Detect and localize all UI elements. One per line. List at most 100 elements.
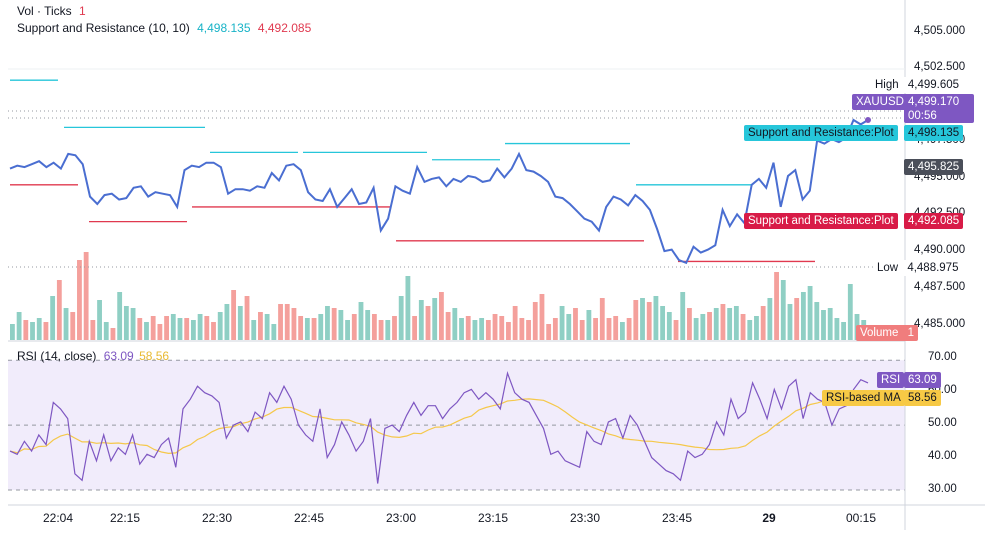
volume-bar [204,316,210,340]
volume-bar [365,310,371,340]
volume-bar [519,318,525,340]
rsi-tick: 40.00 [928,450,957,462]
volume-bar [512,306,518,340]
volume-bar [479,318,485,340]
time-label: 22:15 [109,511,141,525]
sr-support-value-tag: 4,492.085 [904,213,964,229]
volume-bar [619,322,625,340]
volume-bar [278,304,283,340]
rsi-pane [8,359,905,491]
volume-bar [459,318,464,340]
rsi-legend[interactable]: RSI (14, close) 63.09 58.56 [17,349,173,363]
volume-bar [345,320,350,340]
volume-bar [231,290,237,340]
volume-bar [653,296,659,340]
volume-bar [680,292,686,340]
sr-support-plot-tag: Support and Resistance:Plot [744,213,898,229]
volume-bar [747,320,753,340]
volume-bar [150,316,156,340]
time-label: 22:30 [201,511,233,525]
volume-bar [439,292,444,340]
volume-bar [526,320,531,340]
volume-bar [123,306,129,340]
time-label: 22:04 [42,511,74,525]
price-tick: 4,490.000 [914,244,966,256]
rsi-line [9,371,869,484]
volume-bar [787,304,793,340]
volume-bars-layer [10,252,867,340]
rsi-tag: RSI [877,372,905,388]
low-label: Low [877,262,899,274]
sr-legend-resistance: 4,498.135 [197,21,251,35]
volume-bar [237,306,243,340]
volume-bar [36,318,42,340]
volume-bar [606,318,612,340]
rsi-legend-label: RSI (14, close) [17,349,97,363]
volume-bar [56,280,62,340]
volume-bar [10,324,15,340]
volume-tag-value: 1 [907,327,914,339]
volume-bar [720,304,726,340]
volume-bar [821,310,826,340]
volume-bar [197,314,203,340]
volume-bar [727,308,733,340]
last-price-dot [865,116,871,123]
volume-legend[interactable]: Vol · Ticks 1 [17,4,90,18]
price-tick: 4,485.000 [914,318,966,330]
volume-bar [700,314,706,340]
volume-bar [633,300,639,340]
volume-bar [90,320,96,340]
volume-bar [358,302,364,340]
volume-tag: Volume 1 [856,325,918,341]
volume-bar [847,284,853,340]
volume-bar [767,298,773,340]
volume-bar [117,292,123,340]
volume-bar [217,312,223,340]
volume-bar [177,318,183,340]
volume-bar [539,294,545,340]
volume-bar [713,308,719,340]
rsi-ma-value-tag: 58.56 [904,390,941,406]
volume-bar [593,318,598,340]
sr-resistance-value-tag: 4,498.135 [904,125,964,141]
time-label: 00:15 [845,511,877,525]
volume-bar [298,316,304,340]
volume-bar [164,316,169,340]
time-label: 23:00 [385,511,417,525]
volume-bar [472,320,478,340]
volume-bar [97,300,102,340]
volume-bar [264,314,270,340]
sr-legend[interactable]: Support and Resistance (10, 10) 4,498.13… [17,21,315,35]
volume-bar [814,302,820,340]
volume-bar [258,312,263,340]
volume-bar [660,306,666,340]
volume-bar [666,312,672,340]
volume-bar [291,308,297,340]
volume-bar [807,286,813,340]
time-label: 22:45 [293,511,325,525]
high-tag: High 4,499.605 [871,77,964,93]
rsi-ma-line [9,397,869,455]
high-value: 4,499.605 [907,79,960,91]
volume-bar [412,316,418,340]
volume-bar [244,296,250,340]
volume-bar [794,298,800,340]
volume-bar [271,324,277,340]
volume-bar [16,312,22,340]
volume-bar [586,310,592,340]
volume-bar [800,292,806,340]
last-price-value: 4,499.170 [908,96,960,108]
volume-bar [432,298,438,340]
volume-bar [452,308,458,340]
volume-bar [190,320,196,340]
volume-bar [687,308,692,340]
volume-bar [465,316,471,340]
volume-bar [425,306,431,340]
volume-bar [546,324,552,340]
volume-bar [284,304,290,340]
rsi-value-tag: 63.09 [904,372,941,388]
volume-bar [371,314,377,340]
low-tag: Low 4,488.975 [873,260,963,276]
